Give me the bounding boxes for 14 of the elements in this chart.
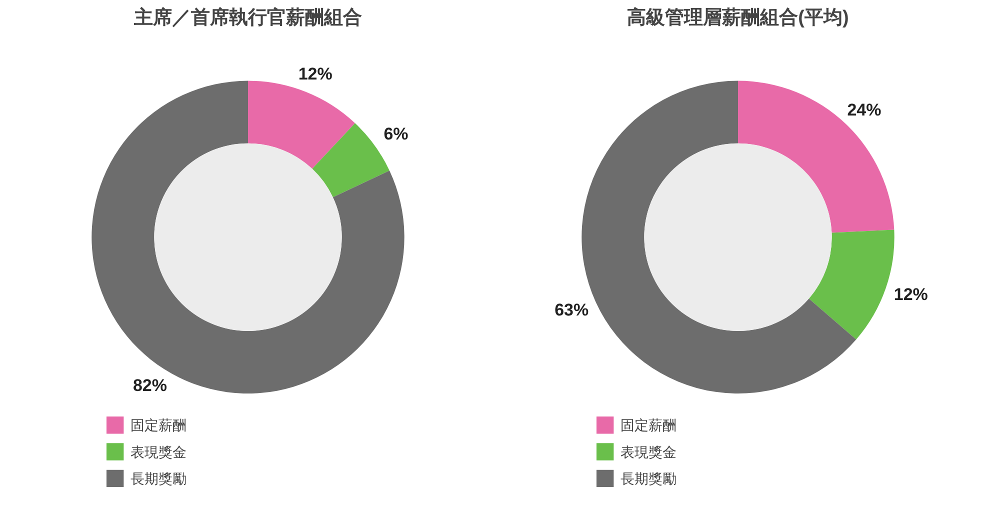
data-label: 24% [847,100,882,120]
data-label: 82% [132,376,167,395]
data-label: 12% [894,285,928,304]
data-label: 6% [384,124,408,144]
chart-title: 主席／首席執行官薪酬組合 [133,6,362,28]
legend-label: 長期獎勵 [130,470,187,486]
legend-label: 表現獎金 [620,444,677,460]
chart-title: 高級管理層薪酬組合(平均) [627,6,849,28]
legend-label: 固定薪酬 [130,417,187,434]
legend-label: 長期獎勵 [620,470,677,486]
data-label: 63% [554,300,589,320]
legend-label: 表現獎金 [130,444,187,460]
data-label: 12% [298,64,332,84]
legend-label: 固定薪酬 [620,417,677,434]
